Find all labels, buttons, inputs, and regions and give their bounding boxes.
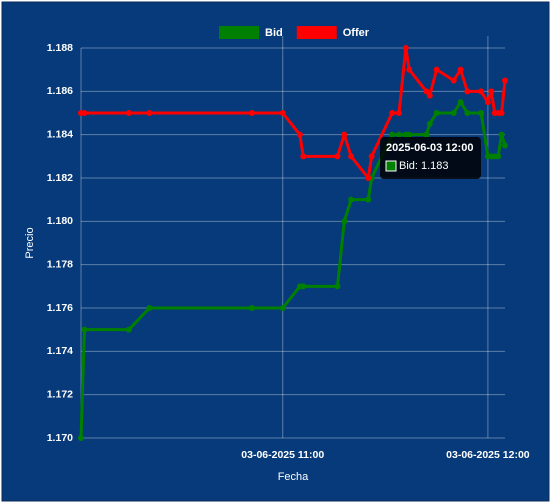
data-point: [402, 45, 409, 51]
y-axis-title: Precio: [24, 227, 36, 258]
y-tick-label: 1.178: [47, 258, 73, 270]
data-point: [248, 110, 255, 116]
data-point: [334, 283, 341, 290]
data-point: [389, 110, 396, 116]
data-point: [81, 110, 88, 116]
tooltip-text: Bid: 1.183: [399, 160, 449, 172]
y-tick-label: 1.172: [47, 388, 73, 400]
data-point: [125, 110, 132, 116]
data-point: [396, 131, 402, 138]
data-point: [426, 120, 433, 127]
data-point: [433, 66, 440, 73]
data-point: [125, 326, 132, 333]
legend-item: Offer: [296, 26, 370, 39]
legend-item: Bid: [219, 26, 283, 39]
data-point: [498, 131, 505, 138]
data-point: [406, 66, 413, 73]
y-tick-label: 1.186: [47, 85, 73, 97]
data-point: [300, 153, 307, 160]
x-tick-label: 03-06-2025 12:00: [446, 449, 530, 461]
data-point: [341, 218, 348, 225]
legend-label: Bid: [265, 27, 283, 39]
data-point: [348, 196, 355, 203]
data-point: [426, 92, 433, 99]
data-point: [279, 110, 286, 116]
legend-swatch: [219, 26, 259, 39]
data-point: [464, 88, 471, 95]
data-point: [495, 153, 502, 160]
data-point: [433, 110, 440, 116]
data-point: [296, 131, 303, 138]
data-point: [502, 142, 508, 149]
data-point: [488, 88, 495, 95]
data-point: [365, 175, 372, 181]
data-point: [300, 283, 307, 290]
data-point: [498, 110, 505, 116]
data-point: [396, 110, 402, 116]
data-point: [279, 305, 286, 311]
data-point: [484, 99, 491, 106]
data-point: [406, 131, 413, 138]
data-point: [457, 66, 464, 73]
tooltip-swatch: [385, 160, 397, 172]
data-point: [423, 131, 430, 138]
tooltip-box: [380, 137, 481, 179]
x-tick-label: 03-06-2025 11:00: [241, 449, 324, 461]
y-tick-label: 1.182: [47, 172, 73, 184]
data-point: [248, 305, 255, 311]
y-tick-label: 1.176: [47, 302, 73, 314]
data-point: [450, 77, 457, 84]
data-point: [341, 131, 348, 138]
y-tick-label: 1.188: [47, 42, 73, 54]
data-point: [502, 77, 508, 84]
y-tick-label: 1.180: [47, 215, 73, 227]
data-point: [78, 435, 84, 441]
y-tick-label: 1.184: [47, 128, 73, 140]
tooltip-title: 2025-06-03 12:00: [386, 142, 473, 154]
data-point: [464, 110, 471, 116]
data-point: [457, 99, 464, 106]
data-point: [146, 305, 153, 311]
data-point: [365, 196, 372, 203]
data-point: [348, 153, 355, 160]
data-point: [478, 88, 485, 95]
tooltip: 2025-06-03 12:00 Bid: 1.183: [380, 137, 481, 179]
y-tick-label: 1.174: [47, 345, 73, 357]
data-point: [146, 110, 153, 116]
data-point: [334, 153, 341, 160]
data-point: [450, 110, 457, 116]
y-tick-label: 1.170: [47, 432, 73, 444]
legend-label: Offer: [343, 27, 370, 39]
data-point: [478, 110, 485, 116]
data-point: [389, 131, 396, 138]
x-axis-title: Fecha: [278, 471, 309, 483]
data-point: [81, 326, 88, 333]
data-point: [423, 88, 430, 95]
legend-swatch: [296, 26, 337, 39]
data-point: [368, 153, 375, 160]
